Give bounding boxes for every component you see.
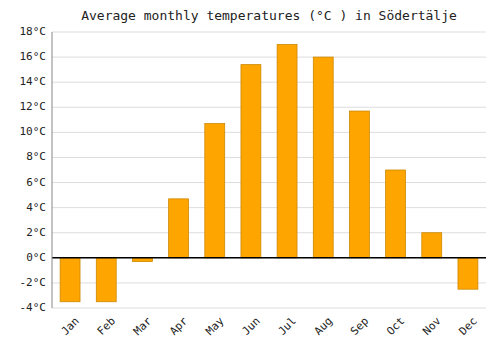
bar xyxy=(313,57,333,258)
bar xyxy=(169,199,189,258)
zero-line xyxy=(52,257,486,259)
x-tick-label: Feb xyxy=(95,315,118,338)
grid-line xyxy=(52,207,486,208)
x-tick-label: May xyxy=(203,314,227,338)
x-tick-label: Oct xyxy=(384,315,407,338)
y-tick-label: 16°C xyxy=(20,50,47,63)
y-tick-label: 18°C xyxy=(20,25,47,38)
bar xyxy=(349,111,369,258)
chart-container: Average monthly temperatures (°C ) in Sö… xyxy=(0,0,500,350)
bar xyxy=(60,258,80,302)
grid-line xyxy=(52,32,486,33)
y-tick-label: -2°C xyxy=(20,276,47,289)
y-axis-line xyxy=(52,32,53,308)
bar xyxy=(386,170,406,258)
y-tick-label: 0°C xyxy=(26,251,46,264)
y-tick-label: 8°C xyxy=(26,150,46,163)
y-tick-label: 4°C xyxy=(26,201,46,214)
x-tick-label: Jan xyxy=(59,315,82,338)
y-tick-label: 6°C xyxy=(26,176,46,189)
y-tick-label: 2°C xyxy=(26,226,46,239)
bar xyxy=(277,45,297,258)
bars xyxy=(60,45,478,302)
grid-line xyxy=(52,107,486,108)
y-tick-label: 14°C xyxy=(20,75,47,88)
x-tick-label: Aug xyxy=(312,315,335,338)
bar xyxy=(241,65,261,258)
grid-line xyxy=(52,57,486,58)
grid-line xyxy=(52,132,486,133)
grid xyxy=(52,32,486,308)
y-axis-labels: -4°C -2°C 0°C 2°C 4°C 6°C 8°C 10°C 12°C 14°C 16°C 1… xyxy=(20,25,47,314)
x-tick-label: Jul xyxy=(276,315,299,338)
x-tick-label: Jun xyxy=(239,315,262,338)
bar xyxy=(205,124,225,258)
grid-line xyxy=(52,232,486,233)
grid-line xyxy=(52,82,486,83)
y-tick-label: 10°C xyxy=(20,125,47,138)
x-axis-labels: Jan Feb Mar Apr May Jun Jul Aug Sep Oct Nov Dec xyxy=(59,314,480,338)
x-tick-label: Apr xyxy=(167,314,191,338)
y-tick-label: 12°C xyxy=(20,100,47,113)
bar xyxy=(458,258,478,289)
grid-line xyxy=(52,282,486,283)
y-tick-label: -4°C xyxy=(20,301,47,314)
grid-line xyxy=(52,308,486,309)
bar xyxy=(96,258,116,302)
chart-title: Average monthly temperatures (°C ) in Sö… xyxy=(81,8,457,23)
x-tick-label: Mar xyxy=(131,314,155,338)
chart-svg: Average monthly temperatures (°C ) in Sö… xyxy=(0,0,500,350)
x-tick-label: Dec xyxy=(456,315,479,338)
bar xyxy=(422,233,442,258)
x-tick-label: Sep xyxy=(348,315,371,338)
grid-line xyxy=(52,182,486,183)
grid-line xyxy=(52,257,486,258)
grid-line xyxy=(52,157,486,158)
x-tick-label: Nov xyxy=(420,314,444,338)
